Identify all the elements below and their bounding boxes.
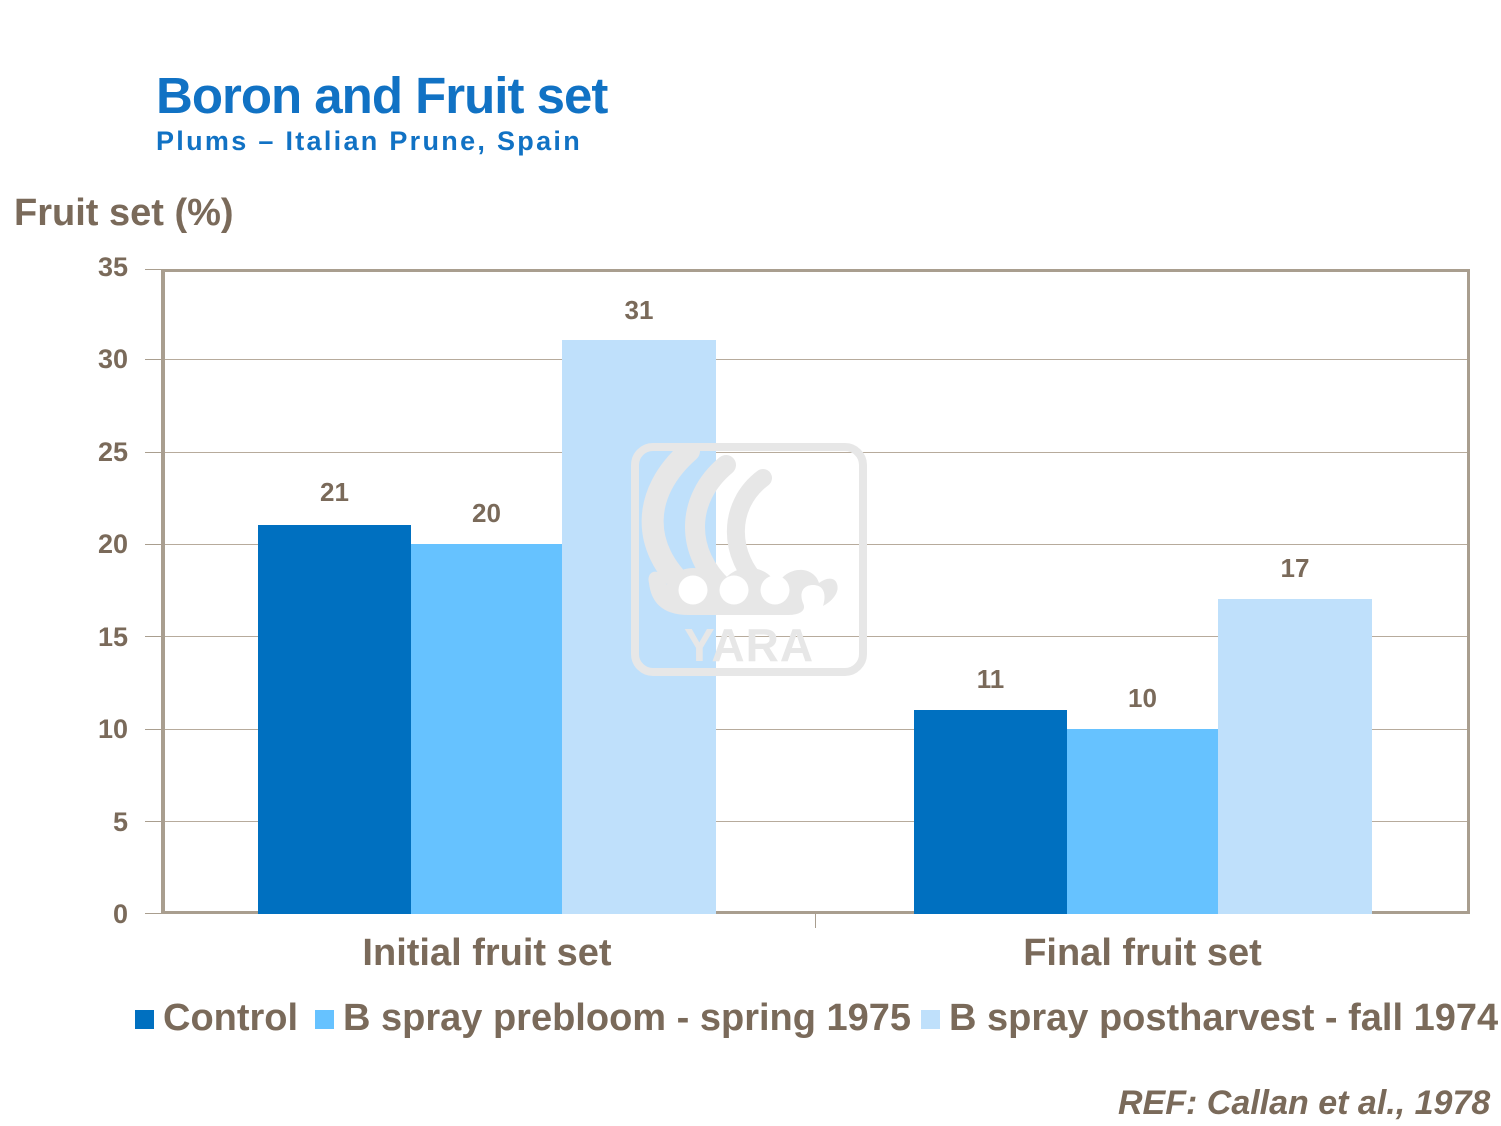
svg-text:YARA: YARA [684, 619, 814, 671]
